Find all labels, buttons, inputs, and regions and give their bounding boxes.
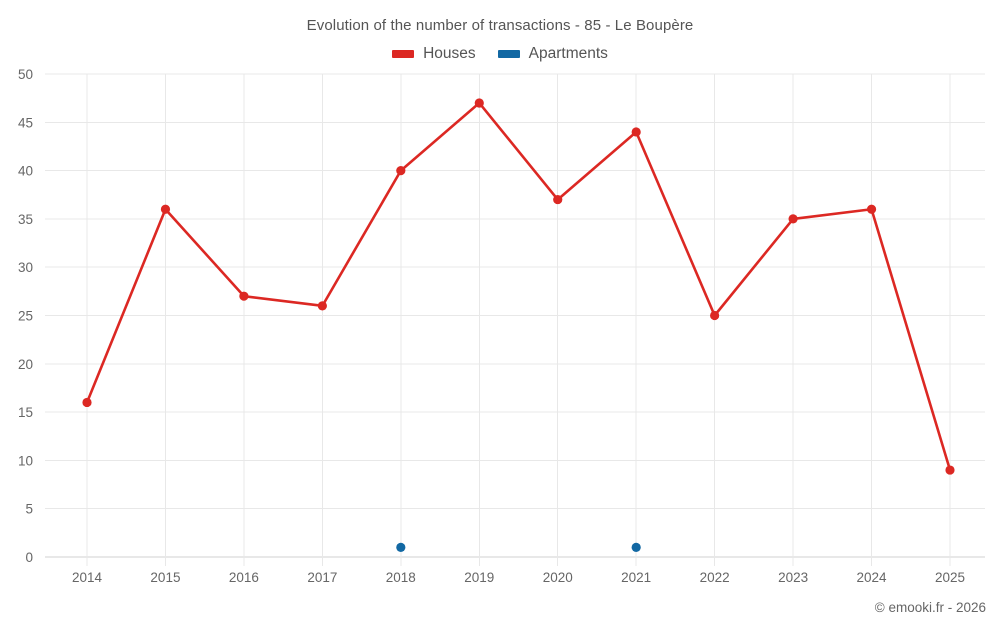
y-axis-tick-label: 50 [18,67,33,82]
copyright-credit: © emooki.fr - 2026 [874,600,986,615]
y-axis-tick-label: 5 [25,502,33,517]
data-point-houses-2016[interactable] [239,291,249,301]
y-axis-tick-label: 40 [18,164,33,179]
data-point-apartments-2021[interactable] [631,542,641,552]
data-point-houses-2017[interactable] [317,301,327,311]
y-axis-tick-label: 35 [18,212,33,227]
x-axis-tick-label: 2018 [386,570,416,585]
x-axis-tick-label: 2019 [464,570,494,585]
data-point-houses-2020[interactable] [553,194,563,205]
x-axis-tick-label: 2014 [72,570,103,585]
gridlines [45,73,985,566]
chart-legend: Houses Apartments [0,45,1000,63]
x-axis-tick-label: 2025 [935,570,965,585]
y-axis-tick-label: 30 [18,260,33,275]
data-point-houses-2024[interactable] [866,204,877,214]
data-point-houses-2025[interactable] [945,465,955,475]
x-axis-tick-label: 2022 [700,570,730,585]
data-point-houses-2019[interactable] [474,98,484,108]
chart-title: Evolution of the number of transactions … [306,17,694,34]
x-axis-tick-labels: 2014 2015 2016 2017 2018 2019 2020 2021 2022 2023… [72,570,965,585]
x-axis-tick-label: 2023 [778,570,808,585]
data-point-apartments-2018[interactable] [396,542,406,552]
x-axis-tick-label: 2016 [229,570,259,585]
data-point-houses-2021[interactable] [631,127,641,137]
legend-item-houses[interactable]: Houses [392,45,476,63]
legend-swatch-icon [392,50,415,58]
legend-item-apartments[interactable]: Apartments [497,45,608,63]
data-series-layer [82,98,955,552]
data-point-houses-2018[interactable] [396,166,406,176]
y-axis-tick-label: 10 [18,453,33,468]
x-axis-tick-label: 2021 [621,570,651,585]
y-axis-tick-label: 20 [18,357,33,372]
y-axis-tick-label: 25 [18,309,33,324]
y-axis-tick-labels: 0 5 10 15 20 25 30 35 40 45 50 [18,67,33,565]
data-point-houses-2014[interactable] [82,397,92,408]
legend-swatch-icon [497,50,520,58]
legend-label: Houses [423,45,476,62]
series-line-houses [85,101,952,472]
legend-label: Apartments [528,45,608,62]
x-axis-tick-label: 2024 [857,570,888,585]
data-point-houses-2023[interactable] [788,214,798,224]
x-axis-tick-label: 2017 [307,570,337,585]
y-axis-tick-label: 45 [18,115,33,130]
x-axis-tick-label: 2015 [150,570,180,585]
y-axis-tick-label: 15 [18,405,33,420]
data-point-houses-2022[interactable] [710,310,720,321]
y-axis-tick-label: 0 [25,550,33,565]
data-point-houses-2015[interactable] [160,204,171,214]
x-axis-tick-label: 2020 [543,570,573,585]
